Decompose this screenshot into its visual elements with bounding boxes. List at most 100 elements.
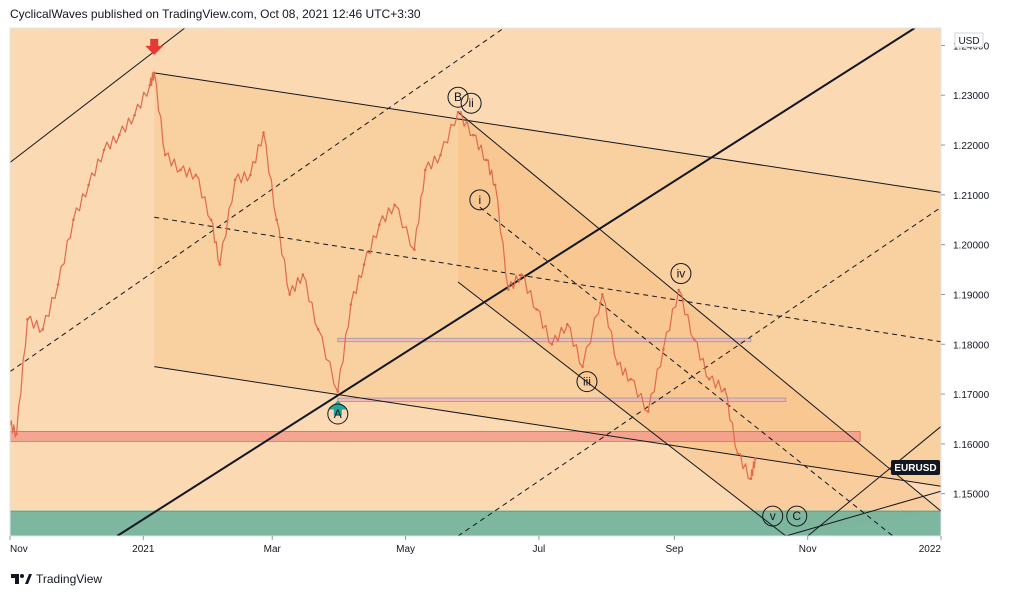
x-tick-label: Nov: [10, 544, 28, 555]
price-point: [646, 410, 650, 413]
wave-label-circle: [327, 403, 349, 425]
y-tick-label: 1.23000: [953, 91, 990, 102]
y-tick-label: 1.19000: [953, 290, 990, 301]
wave-label-circle: [786, 505, 808, 527]
price-point: [485, 158, 488, 162]
price-point: [378, 223, 381, 227]
price-point: [692, 337, 696, 341]
price-point: [316, 328, 320, 331]
wave-label-i: i: [469, 189, 491, 211]
price-point: [26, 318, 29, 321]
wave-label-text: i: [479, 193, 482, 207]
price-point: [72, 218, 75, 222]
plot-area[interactable]: [9, 28, 941, 536]
x-tick-label: Jul: [532, 544, 545, 555]
wave-label-iv: iv: [670, 263, 692, 285]
price-point: [163, 153, 167, 157]
publisher-header: CyclicalWaves published on TradingView.c…: [10, 7, 421, 21]
wave-label-v: v: [762, 505, 784, 527]
price-point: [218, 263, 222, 266]
y-tick-label: 1.17000: [953, 390, 990, 401]
price-point: [749, 477, 753, 481]
falling-channel-mid[interactable]: [479, 206, 894, 536]
price-point: [102, 148, 106, 152]
target-line-b[interactable]: [785, 490, 941, 536]
price-point: [393, 203, 396, 207]
plot-frame: [9, 27, 942, 537]
falling-channel-top[interactable]: [457, 111, 941, 512]
price-point: [349, 303, 353, 306]
wave-label-text: C: [792, 509, 801, 523]
price-point: [362, 263, 366, 266]
tradingview-logo-icon: [11, 574, 32, 584]
support-zone: [10, 431, 861, 442]
price-point: [179, 168, 182, 172]
price-point: [288, 293, 292, 296]
price-point: [152, 71, 156, 75]
wave-label-circle: [469, 189, 491, 211]
target-line-a[interactable]: [807, 426, 941, 536]
price-point: [301, 273, 305, 276]
price-point: [423, 168, 427, 172]
y-tick-label: 1.15000: [953, 490, 990, 501]
price-point: [472, 133, 475, 137]
wave-label-text: iv: [677, 267, 686, 281]
y-tick-label: 1.21000: [953, 191, 990, 202]
currency-label: USD: [954, 32, 984, 48]
rising-line-dashed-a[interactable]: [10, 28, 505, 373]
price-point: [616, 362, 619, 366]
wave-label-A: A: [327, 403, 349, 425]
price-point: [133, 113, 136, 117]
falling-channel-fill: [458, 112, 941, 536]
rising-line-dashed-b[interactable]: [457, 206, 941, 536]
wave-label-circle: [670, 263, 692, 285]
price-point: [262, 131, 265, 134]
arrow-down-icon: [145, 38, 164, 55]
price-point: [535, 308, 538, 311]
price-point: [629, 377, 632, 381]
resistance-line-upper: [337, 337, 752, 343]
wave-label-B: B: [447, 86, 469, 108]
axes: 1.240001.230001.220001.210001.200001.190…: [9, 27, 990, 555]
price-point: [753, 457, 757, 461]
x-tick-label: Sep: [665, 544, 683, 555]
price-point: [87, 183, 90, 187]
y-tick-label: 1.22000: [953, 141, 990, 152]
wave-label-C: C: [786, 505, 808, 527]
price-point: [233, 178, 237, 182]
price-point: [336, 390, 340, 393]
footer-brand: TradingView: [36, 572, 103, 586]
x-tick-label: 2021: [132, 544, 155, 555]
price-point: [723, 387, 726, 391]
y-tick-label: 1.20000: [953, 241, 990, 252]
price-point: [41, 328, 45, 331]
price-series[interactable]: [10, 72, 756, 480]
wave-label-text: iii: [583, 375, 591, 389]
price-point: [677, 288, 681, 292]
price-point: [736, 452, 740, 456]
price-point: [56, 283, 60, 286]
wave-label-circle: [460, 92, 482, 114]
rising-line-main[interactable]: [116, 28, 916, 536]
price-point: [708, 377, 711, 381]
price-point: [600, 293, 604, 296]
big-channel-top[interactable]: [154, 72, 941, 193]
wave-label-circle: [447, 86, 469, 108]
price-point: [275, 218, 278, 222]
resistance-line-lower: [337, 397, 787, 402]
arrow-up-icon: [328, 400, 347, 416]
big-channel-bottom[interactable]: [154, 366, 941, 487]
footer: TradingView: [10, 572, 102, 586]
price-point: [581, 365, 584, 368]
wave-label-text: A: [334, 407, 342, 421]
falling-channel-bottom[interactable]: [457, 281, 787, 536]
currency-label-bg: [954, 32, 984, 48]
price-point: [249, 173, 252, 177]
wave-label-text: B: [454, 90, 462, 104]
wave-label-circle: [576, 371, 598, 393]
x-tick-label: May: [396, 544, 415, 555]
x-tick-label: Mar: [264, 544, 282, 555]
price-point: [15, 432, 18, 436]
big-channel-mid[interactable]: [154, 216, 941, 343]
